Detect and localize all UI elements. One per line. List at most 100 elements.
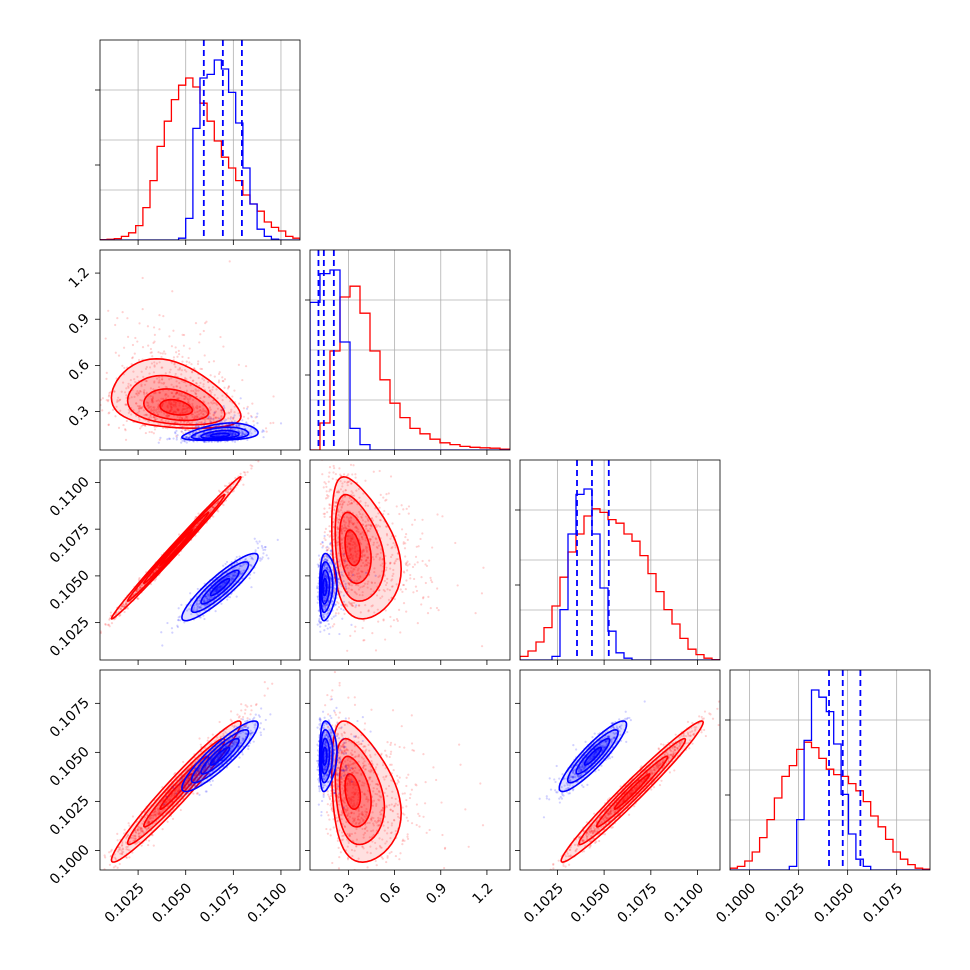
scatter-point <box>388 562 392 565</box>
scatter-point <box>199 616 202 619</box>
scatter-point <box>78 653 80 655</box>
scatter-point <box>200 367 204 371</box>
scatter-point <box>332 525 335 529</box>
scatter-point <box>350 498 353 502</box>
scatter-point <box>155 411 159 414</box>
scatter-point <box>187 398 190 401</box>
scatter-point <box>391 578 394 581</box>
scatter-point <box>334 614 337 617</box>
scatter-point <box>421 532 424 535</box>
scatter-point <box>220 585 223 588</box>
scatter-point <box>208 395 211 398</box>
scatter-point <box>232 423 235 427</box>
scatter-point <box>202 408 205 411</box>
scatter-point <box>173 395 176 398</box>
scatter-point <box>176 434 179 437</box>
scatter-point <box>254 551 257 554</box>
scatter-point <box>364 559 367 563</box>
scatter-point <box>379 564 382 567</box>
scatter-point <box>177 409 180 412</box>
scatter-point <box>365 571 368 574</box>
scatter-point <box>180 416 184 419</box>
scatter-point <box>382 496 385 499</box>
scatter-point <box>326 511 329 514</box>
scatter-point <box>224 490 227 493</box>
scatter-point <box>177 553 181 557</box>
scatter-point <box>373 611 376 614</box>
scatter-point <box>182 408 186 411</box>
scatter-point <box>227 575 230 578</box>
scatter-point <box>123 391 127 394</box>
scatter-point <box>177 397 180 400</box>
scatter-point <box>147 839 151 842</box>
scatter-point <box>186 406 189 409</box>
scatter-point <box>345 591 348 594</box>
scatter-point <box>348 582 351 585</box>
scatter-point <box>369 588 373 591</box>
scatter-point <box>355 604 358 607</box>
scatter-point <box>344 521 347 524</box>
scatter-point <box>152 432 155 435</box>
scatter-point <box>378 469 381 473</box>
scatter-point <box>255 540 258 543</box>
scatter-point <box>151 399 154 402</box>
scatter-point <box>249 564 252 567</box>
scatter-point <box>142 375 145 378</box>
scatter-point <box>148 405 151 409</box>
scatter-point <box>170 345 173 348</box>
scatter-point <box>265 447 267 449</box>
scatter-point <box>213 412 216 415</box>
scatter-point <box>90 878 92 880</box>
scatter-point <box>140 383 143 386</box>
density-contour <box>126 493 226 602</box>
scatter-point <box>205 440 208 443</box>
scatter-point <box>369 524 372 527</box>
scatter-point <box>436 513 439 516</box>
scatter-point <box>152 409 155 412</box>
scatter-point <box>204 595 208 598</box>
scatter-point <box>209 408 212 411</box>
scatter-point <box>324 554 327 558</box>
scatter-point <box>138 587 141 591</box>
scatter-point <box>338 436 340 438</box>
scatter-point <box>148 420 151 423</box>
scatter-point <box>347 531 350 534</box>
scatter-point <box>199 408 202 412</box>
scatter-point <box>404 588 407 591</box>
scatter-point <box>115 405 118 408</box>
scatter-point <box>159 436 162 439</box>
scatter-point <box>211 399 215 402</box>
scatter-point <box>160 419 163 422</box>
scatter-point <box>107 309 110 312</box>
scatter-point <box>196 414 199 417</box>
scatter-point <box>153 579 156 582</box>
scatter-point <box>95 342 97 344</box>
scatter-point <box>223 581 227 585</box>
scatter-point <box>202 412 205 416</box>
density-contour <box>322 577 328 597</box>
scatter-point <box>120 605 124 608</box>
scatter-point <box>250 565 253 568</box>
scatter-point <box>421 518 424 521</box>
scatter-point <box>157 566 160 569</box>
scatter-point <box>217 381 220 384</box>
scatter-point <box>337 527 340 530</box>
scatter-point <box>387 512 390 516</box>
scatter-point <box>329 626 332 629</box>
scatter-point <box>323 481 326 484</box>
scatter-point <box>153 428 157 431</box>
scatter-point <box>153 416 156 419</box>
scatter-point <box>121 364 124 367</box>
scatter-point <box>381 558 384 561</box>
scatter-point <box>332 471 335 474</box>
scatter-point <box>220 602 223 605</box>
scatter-point <box>249 713 252 716</box>
scatter-point <box>200 424 203 427</box>
scatter-point <box>202 598 206 601</box>
scatter-point <box>362 561 365 565</box>
scatter-point <box>328 504 331 507</box>
scatter-point <box>198 405 201 408</box>
scatter-point <box>364 515 368 518</box>
scatter-point <box>378 558 381 561</box>
scatter-point <box>107 412 110 415</box>
